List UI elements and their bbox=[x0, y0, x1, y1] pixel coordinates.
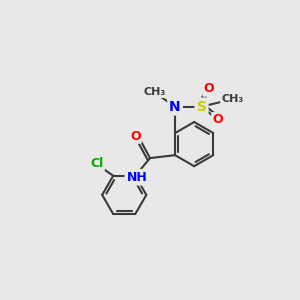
Text: N: N bbox=[169, 100, 181, 114]
Text: O: O bbox=[204, 82, 214, 95]
Text: O: O bbox=[130, 130, 141, 142]
Text: NH: NH bbox=[126, 171, 147, 184]
Text: O: O bbox=[212, 113, 223, 126]
Text: CH₃: CH₃ bbox=[221, 94, 244, 104]
Text: Cl: Cl bbox=[90, 157, 104, 170]
Text: S: S bbox=[196, 100, 206, 114]
Text: CH₃: CH₃ bbox=[143, 87, 166, 97]
